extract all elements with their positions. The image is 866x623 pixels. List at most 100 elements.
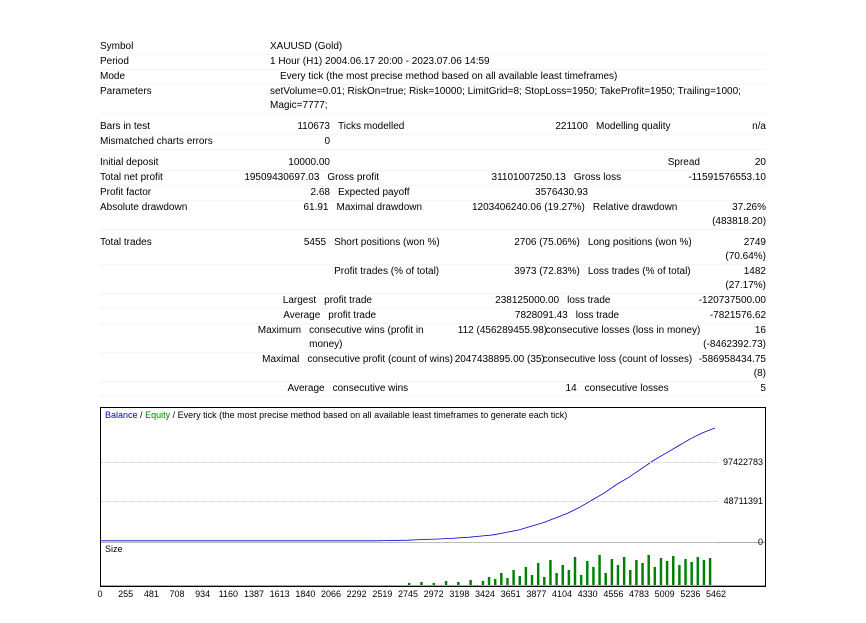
pf-label: Profit factor xyxy=(100,186,210,200)
symbol-label: Symbol xyxy=(100,40,270,54)
ep-label: Expected payoff xyxy=(330,186,468,200)
pf-value: 2.68 xyxy=(210,186,330,200)
total-value: 5455 xyxy=(208,236,326,264)
xtick: 255 xyxy=(118,589,133,599)
row-mode: Mode Every tick (the most precise method… xyxy=(100,70,766,85)
xtick: 2745 xyxy=(398,589,418,599)
spread-value: 20 xyxy=(700,156,766,170)
xtick: 1613 xyxy=(270,589,290,599)
short-label: Short positions (won %) xyxy=(326,236,462,264)
avg-lt-label: loss trade xyxy=(568,309,710,323)
total-label: Total trades xyxy=(100,236,208,264)
xtick: 5236 xyxy=(680,589,700,599)
xtick: 0 xyxy=(97,589,102,599)
xtick: 3198 xyxy=(449,589,469,599)
size-bars xyxy=(101,555,715,585)
row-bars: Bars in test 110673 Ticks modelled 22110… xyxy=(100,120,766,135)
max-cp-label: consecutive profit (count of wins) xyxy=(299,353,454,381)
long-label: Long positions (won %) xyxy=(580,236,726,264)
quality-label: Modelling quality xyxy=(588,120,706,134)
params-value: setVolume=0.01; RiskOn=true; Risk=10000;… xyxy=(270,85,766,113)
maximum-label: Maximum xyxy=(100,324,301,352)
xtick: 934 xyxy=(195,589,210,599)
grossloss-value: -11591576553.10 xyxy=(688,171,766,185)
xtick: 5009 xyxy=(655,589,675,599)
row-avgconsec: Average consecutive wins 14 consecutive … xyxy=(100,382,766,397)
short-value: 2706 (75.06%) xyxy=(462,236,580,264)
avg-pt-label: profit trade xyxy=(320,309,453,323)
pt-label: Profit trades (% of total) xyxy=(326,265,462,293)
ytick: 48711391 xyxy=(724,496,763,506)
row-mismatch: Mismatched charts errors 0 xyxy=(100,135,766,150)
row-average: Average profit trade 7828091.43 loss tra… xyxy=(100,309,766,324)
initial-value: 10000.00 xyxy=(210,156,330,170)
row-period: Period 1 Hour (H1) 2004.06.17 20:00 - 20… xyxy=(100,55,766,70)
size-area xyxy=(101,555,765,586)
bars-value: 110673 xyxy=(270,120,330,134)
ep-value: 3576430.93 xyxy=(468,186,588,200)
xtick: 1387 xyxy=(244,589,264,599)
legend-equity: Equity xyxy=(145,410,170,420)
xtick: 2292 xyxy=(347,589,367,599)
largest-pt-label: profit trade xyxy=(316,294,446,308)
reldd-value: 37.26% (483818.20) xyxy=(712,201,766,229)
avg2-label: Average xyxy=(100,382,325,396)
period-value: 1 Hour (H1) 2004.06.17 20:00 - 2023.07.0… xyxy=(270,55,766,69)
max-cp-value: 2047438895.00 (35) xyxy=(455,353,535,381)
ytick: 0 xyxy=(758,537,763,547)
mode-label: Mode xyxy=(100,70,270,84)
row-netprofit: Total net profit 19509430697.03 Gross pr… xyxy=(100,171,766,186)
lt-label: Loss trades (% of total) xyxy=(580,265,726,293)
mismatch-value: 0 xyxy=(270,135,330,149)
xtick: 5462 xyxy=(706,589,726,599)
row-dd: Absolute drawdown 61.91 Maximal drawdown… xyxy=(100,201,766,230)
xtick: 481 xyxy=(144,589,159,599)
max-closs-label: consecutive loss (count of losses) xyxy=(535,353,699,381)
chart-legend: Balance / Equity / Every tick (the most … xyxy=(101,408,765,422)
row-largest: Largest profit trade 238125000.00 loss t… xyxy=(100,294,766,309)
lt-value: 1482 (27.17%) xyxy=(725,265,766,293)
size-label: Size xyxy=(101,543,765,555)
row-symbol: Symbol XAUUSD (Gold) xyxy=(100,40,766,55)
avg-pt-value: 7828091.43 xyxy=(453,309,568,323)
bars-label: Bars in test xyxy=(100,120,270,134)
strategy-report: Symbol XAUUSD (Gold) Period 1 Hour (H1) … xyxy=(0,0,866,623)
avg-cw-value: 14 xyxy=(499,382,577,396)
mismatch-label: Mismatched charts errors xyxy=(100,135,270,149)
avg-cl-label: consecutive losses xyxy=(577,382,761,396)
ticks-label: Ticks modelled xyxy=(330,120,448,134)
grossloss-label: Gross loss xyxy=(566,171,688,185)
symbol-value: XAUUSD (Gold) xyxy=(270,40,766,54)
xtick: 2066 xyxy=(321,589,341,599)
absdd-value: 61.91 xyxy=(209,201,328,229)
chart-yaxis: 97422783487113910 xyxy=(717,422,765,542)
legend-rest: / Every tick (the most precise method ba… xyxy=(173,410,568,420)
ticks-value: 221100 xyxy=(448,120,588,134)
xtick: 2972 xyxy=(424,589,444,599)
max-closs-value: -586958434.75 (8) xyxy=(699,353,766,381)
xtick: 3877 xyxy=(526,589,546,599)
spread-label: Spread xyxy=(580,156,700,170)
xtick: 4104 xyxy=(552,589,572,599)
netprofit-label: Total net profit xyxy=(100,171,205,185)
grossprofit-label: Gross profit xyxy=(319,171,451,185)
chart-area: 97422783487113910 xyxy=(101,422,765,543)
grossprofit-value: 31101007250.13 xyxy=(451,171,565,185)
netprofit-value: 19509430697.03 xyxy=(205,171,319,185)
row-params: Parameters setVolume=0.01; RiskOn=true; … xyxy=(100,85,766,114)
xtick: 4556 xyxy=(603,589,623,599)
params-label: Parameters xyxy=(100,85,270,113)
maximal-label: Maximal xyxy=(100,353,299,381)
row-initial: Initial deposit 10000.00 Spread 20 xyxy=(100,156,766,171)
period-label: Period xyxy=(100,55,270,69)
long-value: 2749 (70.64%) xyxy=(725,236,766,264)
xtick: 1160 xyxy=(219,589,238,599)
avg-cw-label: consecutive wins xyxy=(325,382,499,396)
quality-value: n/a xyxy=(706,120,766,134)
xtick: 3424 xyxy=(475,589,495,599)
avg-lt-value: -7821576.62 xyxy=(710,309,766,323)
balance-curve xyxy=(101,422,715,542)
largest-pt-value: 238125000.00 xyxy=(446,294,559,308)
largest-lt-label: loss trade xyxy=(559,294,699,308)
legend-balance: Balance xyxy=(105,410,138,420)
